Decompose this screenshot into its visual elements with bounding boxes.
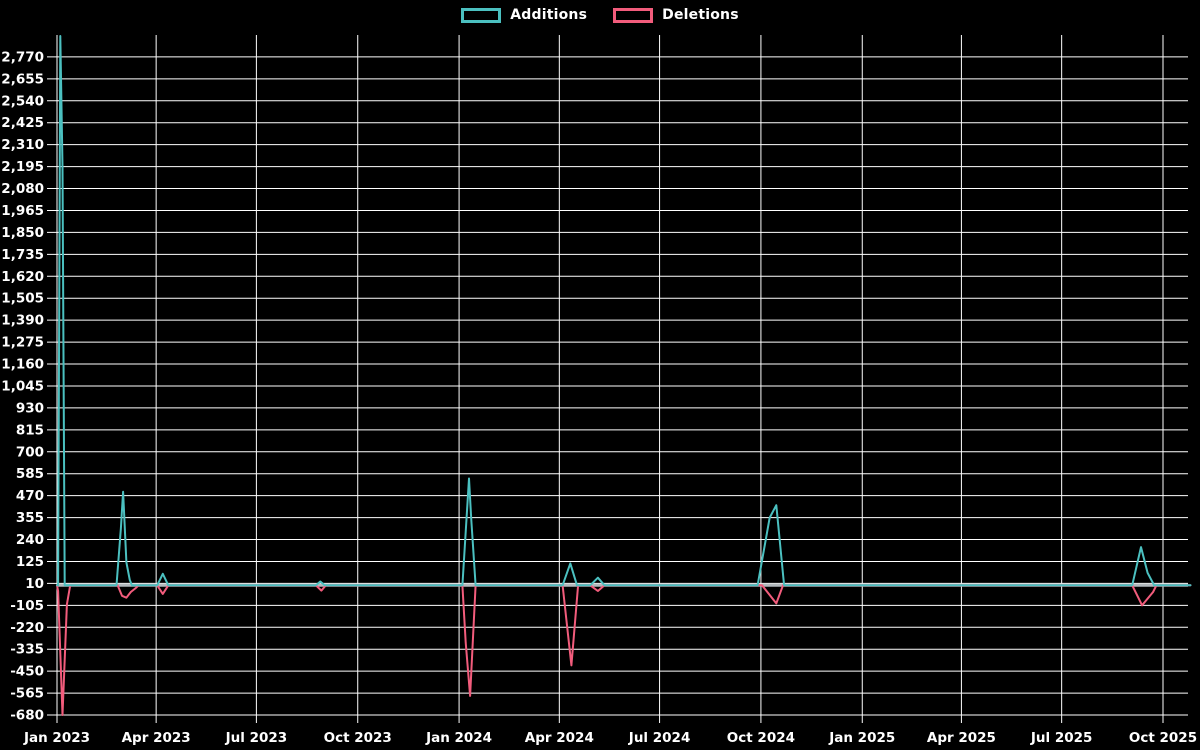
y-axis-label: 1,045 (1, 378, 44, 394)
y-axis-label: 125 (16, 554, 44, 570)
y-axis-label: 2,425 (1, 115, 44, 131)
y-axis-label: 1,275 (1, 335, 44, 351)
x-axis-label: Oct 2025 (1129, 730, 1197, 746)
legend-label-deletions: Deletions (662, 7, 739, 23)
y-axis-label: 700 (16, 444, 44, 460)
deletions-line (56, 584, 1192, 716)
y-axis-label: 585 (16, 466, 44, 482)
y-axis-label: 930 (16, 400, 44, 416)
x-axis-label: Jul 2025 (1030, 730, 1093, 746)
x-grid-and-labels: Jan 2023 Apr 2023 Jul 2023 Oct 2023 Jan 2024… (23, 35, 1197, 746)
y-axis-label: 1,505 (1, 291, 44, 307)
x-axis-label: Oct 2023 (324, 730, 392, 746)
y-axis-label: 2,080 (1, 181, 44, 197)
y-axis-label: 2,195 (1, 159, 44, 175)
y-axis-label: 1,965 (1, 203, 44, 219)
y-axis-label: 2,310 (1, 137, 44, 153)
y-axis-label: -450 (10, 664, 44, 680)
y-axis-label: 1,390 (1, 313, 44, 329)
legend-item-deletions[interactable]: Deletions (613, 7, 739, 23)
y-axis-label: 1,620 (1, 269, 44, 285)
y-axis-label: -105 (10, 598, 44, 614)
chart-legend: Additions Deletions (0, 7, 1200, 23)
x-axis-label: Jan 2024 (425, 730, 492, 746)
x-axis-label: Apr 2025 (927, 730, 996, 746)
x-axis-label: Jul 2024 (628, 730, 691, 746)
additions-swatch-icon (461, 7, 502, 23)
y-axis-label: -680 (10, 708, 44, 724)
additions-line (56, 35, 1192, 587)
y-axis-label: -335 (10, 642, 44, 658)
x-axis-label: Oct 2024 (727, 730, 795, 746)
y-axis-label: 1,850 (1, 225, 44, 241)
y-grid-and-labels: 2,770 2,655 2,540 2,425 2,310 2,195 2,080 1,965… (1, 49, 1188, 724)
y-axis-label: -220 (10, 620, 44, 636)
legend-item-additions[interactable]: Additions (461, 7, 587, 23)
y-axis-label: 10 (25, 576, 44, 592)
y-axis-label: 1,160 (1, 357, 44, 373)
x-axis-label: Apr 2024 (525, 730, 594, 746)
y-axis-label: -565 (10, 686, 44, 702)
legend-label-additions: Additions (510, 7, 588, 23)
y-axis-label: 815 (16, 422, 44, 438)
y-axis-label: 470 (16, 488, 44, 504)
y-axis-label: 1,735 (1, 247, 44, 263)
y-axis-label: 2,770 (1, 49, 44, 65)
x-axis-label: Apr 2023 (122, 730, 191, 746)
x-axis-label: Jul 2023 (225, 730, 288, 746)
x-axis-label: Jan 2025 (828, 730, 895, 746)
y-axis-label: 2,540 (1, 93, 44, 109)
deletions-swatch-icon (613, 7, 654, 23)
y-axis-label: 2,655 (1, 71, 44, 87)
y-axis-label: 240 (16, 532, 44, 548)
x-axis-label: Jan 2023 (23, 730, 90, 746)
y-axis-label: 355 (16, 510, 44, 526)
